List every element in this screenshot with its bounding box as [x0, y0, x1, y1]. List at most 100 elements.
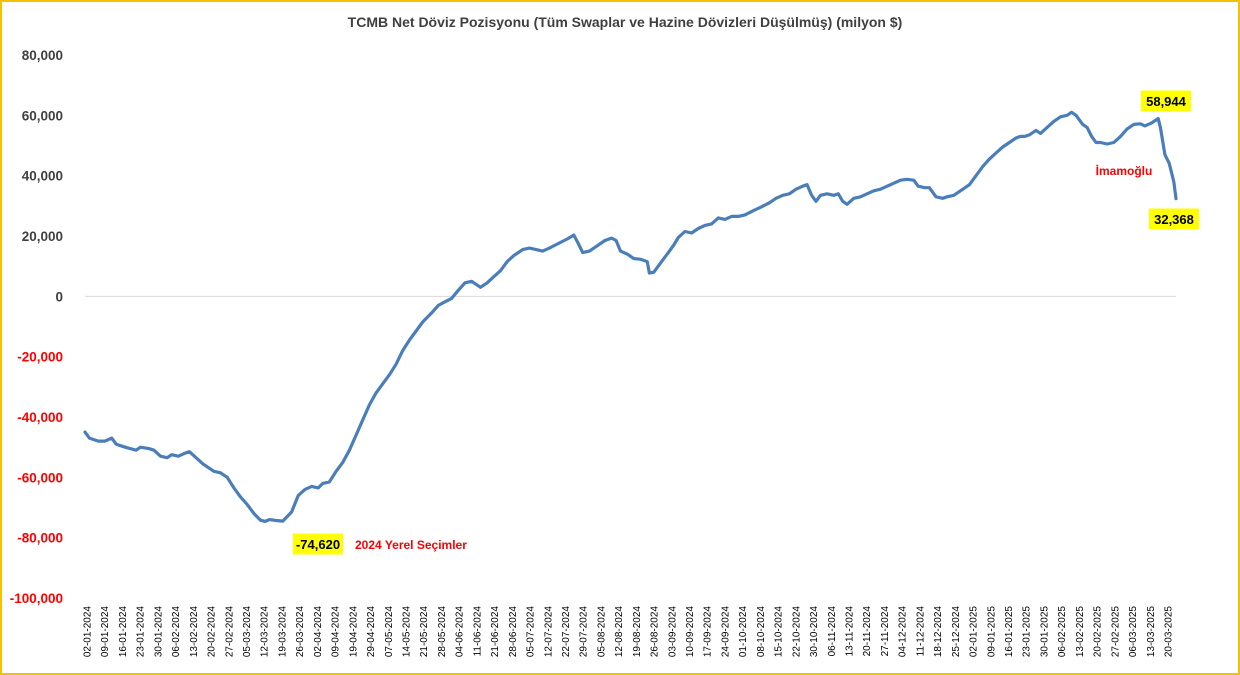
annotation-value-label: -74,620	[296, 537, 340, 552]
data-point	[115, 443, 117, 445]
data-point	[1106, 143, 1108, 145]
data-point	[1119, 135, 1121, 137]
data-point	[697, 227, 699, 229]
data-point	[239, 496, 241, 498]
data-point	[1157, 117, 1159, 119]
data-point	[542, 250, 544, 252]
data-point	[457, 289, 459, 291]
y-tick-label: 40,000	[22, 169, 63, 184]
y-tick-label: -80,000	[17, 531, 63, 546]
y-tick-label: 60,000	[22, 108, 63, 123]
data-point	[1015, 137, 1017, 139]
data-point	[604, 239, 606, 241]
x-tick-label: 10-09-2024	[685, 606, 696, 658]
data-point	[615, 239, 617, 241]
data-point	[724, 218, 726, 220]
data-point	[513, 254, 515, 256]
data-point	[988, 158, 990, 160]
data-point	[968, 184, 970, 186]
data-point	[788, 193, 790, 195]
data-point	[1024, 135, 1026, 137]
data-point	[975, 175, 977, 177]
x-tick-label: 22-10-2024	[791, 606, 802, 658]
data-point	[893, 182, 895, 184]
data-point	[535, 248, 537, 250]
data-point	[310, 485, 312, 487]
data-point	[304, 488, 306, 490]
y-tick-label: 80,000	[22, 48, 63, 63]
x-tick-label: 07-05-2024	[384, 606, 395, 658]
data-point	[171, 454, 173, 456]
x-tick-label: 25-12-2024	[951, 606, 962, 658]
x-tick-label: 20-03-2025	[1164, 606, 1175, 658]
data-point	[382, 383, 384, 385]
x-tick-label: 09-01-2024	[100, 606, 111, 658]
data-point	[924, 187, 926, 189]
x-tick-label: 21-05-2024	[419, 606, 430, 658]
x-tick-label: 28-05-2024	[437, 606, 448, 658]
data-point	[335, 470, 337, 472]
data-point	[1002, 146, 1004, 148]
x-tick-label: 27-02-2024	[224, 606, 235, 658]
data-point	[610, 237, 612, 239]
data-point	[290, 511, 292, 513]
data-point	[1144, 125, 1146, 127]
annotation-value-label: 32,368	[1154, 212, 1194, 227]
x-tick-label: 27-02-2025	[1110, 606, 1121, 658]
x-tick-label: 12-03-2024	[260, 606, 271, 658]
data-point	[1019, 135, 1021, 137]
data-point	[1168, 162, 1170, 164]
data-point	[479, 286, 481, 288]
x-tick-label: 05-07-2024	[526, 606, 537, 658]
data-point	[166, 457, 168, 459]
data-point	[879, 188, 881, 190]
x-tick-label: 05-03-2024	[242, 606, 253, 658]
data-point	[633, 257, 635, 259]
data-point	[213, 470, 215, 472]
data-point	[1090, 135, 1092, 137]
data-point	[522, 248, 524, 250]
data-point	[673, 244, 675, 246]
y-tick-label: 20,000	[22, 229, 63, 244]
x-tick-label: 19-03-2024	[277, 606, 288, 658]
x-axis: 02-01-2024 09-01-2024 16-01-2024 23-01-2024…	[83, 606, 1175, 658]
data-point	[506, 260, 508, 262]
data-point	[653, 271, 655, 273]
x-tick-label: 06-02-2024	[171, 606, 182, 658]
data-point	[846, 203, 848, 205]
data-point	[233, 487, 235, 489]
annotations: -74,620 2024 Yerel Seçimler 58,944 İmamoğlu…	[293, 90, 1199, 555]
data-point	[810, 194, 812, 196]
data-point	[1164, 153, 1166, 155]
data-point	[759, 206, 761, 208]
data-point	[415, 330, 417, 332]
data-point	[1139, 123, 1141, 125]
data-point	[388, 374, 390, 376]
data-point	[1059, 116, 1061, 118]
data-point	[355, 434, 357, 436]
data-point	[666, 253, 668, 255]
x-tick-label: 03-09-2024	[667, 606, 678, 658]
data-point	[184, 452, 186, 454]
data-point	[753, 209, 755, 211]
data-point	[177, 455, 179, 457]
x-tick-label: 23-01-2024	[136, 606, 147, 658]
y-tick-label: -60,000	[17, 470, 63, 485]
x-tick-label: 12-08-2024	[614, 606, 625, 658]
data-point	[866, 193, 868, 195]
x-tick-label: 04-06-2024	[455, 606, 466, 658]
x-tick-label: 02-01-2024	[83, 606, 94, 658]
data-point	[582, 251, 584, 253]
data-point	[595, 245, 597, 247]
data-point	[995, 152, 997, 154]
annotation-highlight-box	[1141, 90, 1191, 112]
data-point	[859, 196, 861, 198]
data-point	[1175, 198, 1177, 200]
data-point	[475, 283, 477, 285]
series-line-net-fx-position	[83, 110, 1178, 523]
data-point	[282, 520, 284, 522]
data-point	[626, 253, 628, 255]
data-point	[710, 223, 712, 225]
x-tick-label: 02-01-2025	[969, 606, 980, 658]
